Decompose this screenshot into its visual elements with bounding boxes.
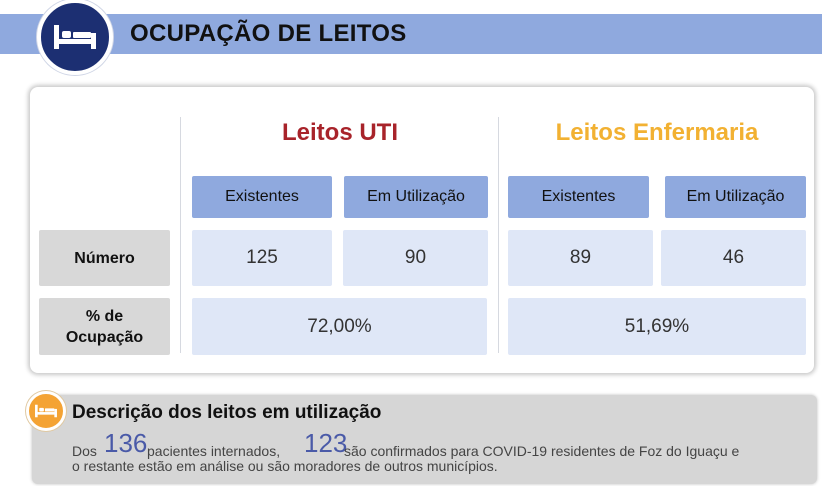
description-line-1: Dos 136 pacientes internados, 123 são co… [72,428,812,460]
uti-ocupacao-value: 72,00% [192,298,487,355]
description-text-middle: pacientes internados, [147,443,281,459]
enfermaria-title: Leitos Enfermaria [555,119,759,146]
bed-icon [54,25,96,49]
uti-em-utilizacao-value: 90 [343,230,488,286]
description-box [32,395,817,484]
description-line-2: o restante estão em análise ou são morad… [72,458,498,474]
enfermaria-existentes-value: 89 [508,230,653,286]
uti-em-utilizacao-header: Em Utilização [344,176,488,218]
header-icon-badge [37,0,113,75]
description-text-prefix: Dos [72,443,97,459]
enfermaria-em-utilizacao-value: 46 [661,230,806,286]
page-title: OCUPAÇÃO DE LEITOS [130,20,407,47]
header-band [0,14,822,54]
confirmed-count: 123 [304,428,348,458]
row-label-ocupacao-line1: % de [85,307,124,325]
uti-existentes-value: 125 [192,230,332,286]
description-text-suffix: são confirmados para COVID-19 residentes… [344,443,740,459]
column-divider [180,117,181,353]
row-label-numero: Número [39,230,170,286]
column-divider [498,117,499,353]
description-icon-badge [26,391,66,431]
uti-existentes-header: Existentes [192,176,332,218]
enfermaria-em-utilizacao-header: Em Utilização [665,176,806,218]
row-label-ocupacao-line2: Ocupação [65,328,144,346]
uti-title: Leitos UTI [281,119,398,146]
patients-count: 136 [104,428,148,458]
enfermaria-ocupacao-value: 51,69% [508,298,806,355]
row-label-ocupacao: % de Ocupação [39,298,170,355]
enfermaria-existentes-header: Existentes [508,176,649,218]
description-title: Descrição dos leitos em utilização [72,402,382,423]
bed-icon [35,404,57,418]
